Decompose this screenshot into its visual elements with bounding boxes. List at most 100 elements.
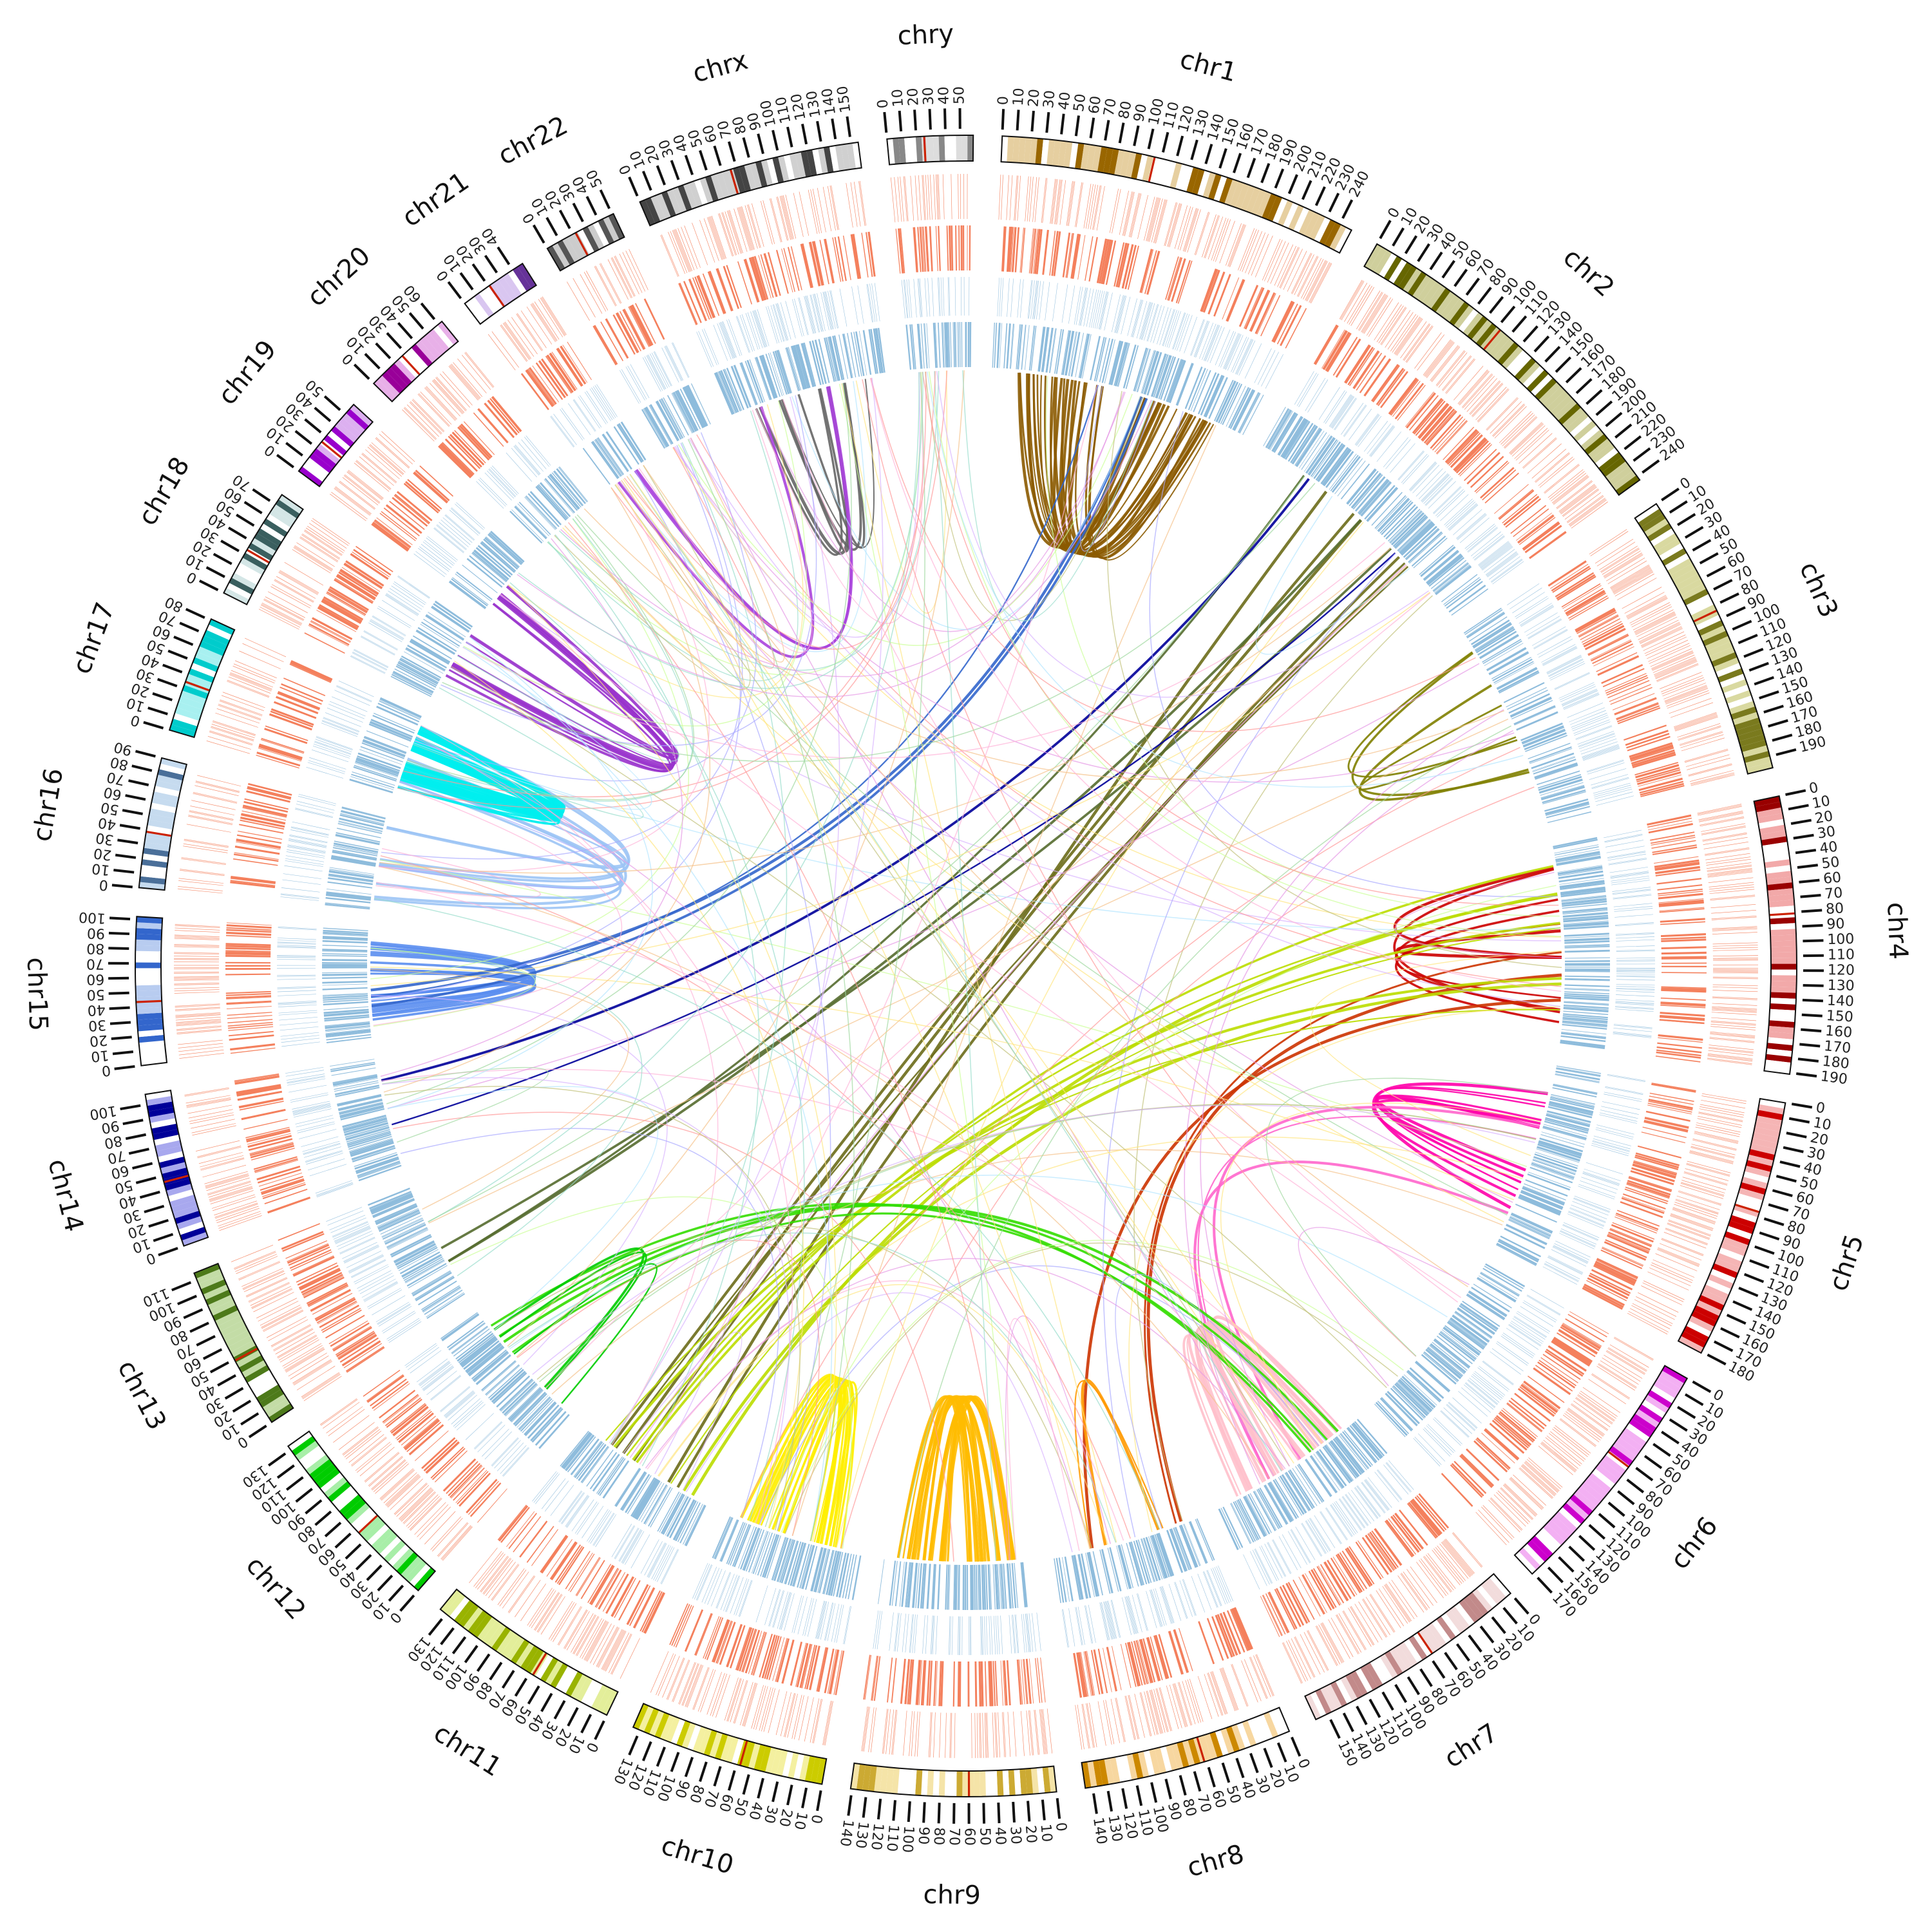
track-feature — [1635, 765, 1680, 779]
track-feature — [1363, 1598, 1388, 1637]
track-feature — [1556, 480, 1592, 509]
track-feature — [1079, 287, 1087, 326]
track-feature — [1701, 1093, 1747, 1102]
track-feature — [1537, 774, 1582, 789]
track-feature — [449, 580, 487, 609]
track-chr2 — [1313, 324, 1567, 560]
track-feature — [1546, 806, 1591, 819]
track-feature — [1151, 353, 1166, 397]
track-feature — [1498, 489, 1533, 519]
track-feature — [1494, 406, 1527, 439]
track-feature — [480, 542, 515, 573]
track-feature — [1560, 1032, 1606, 1039]
track-feature — [1010, 323, 1015, 369]
track-feature — [1286, 1640, 1306, 1682]
track-feature — [1617, 707, 1661, 724]
track-feature — [1097, 1649, 1108, 1694]
track-feature — [1224, 334, 1241, 370]
track-feature — [1381, 501, 1414, 535]
track-feature — [1641, 1285, 1682, 1305]
track-feature — [1212, 1567, 1228, 1604]
track-feature — [1403, 1571, 1430, 1609]
track-feature — [743, 1683, 757, 1727]
track-feature — [253, 1292, 294, 1312]
track-feature — [287, 1076, 325, 1084]
track-feature — [1622, 1193, 1666, 1210]
track-feature — [1563, 1004, 1609, 1009]
track-feature — [1534, 763, 1578, 779]
track-feature — [277, 965, 316, 966]
track-feature — [1631, 604, 1671, 625]
track-feature — [1331, 395, 1354, 428]
track-feature — [488, 533, 522, 565]
track-feature — [1552, 567, 1591, 593]
track-feature — [1638, 620, 1679, 640]
track-feature — [1168, 311, 1181, 348]
track-feature — [1481, 545, 1513, 570]
track-feature — [1655, 1056, 1701, 1063]
track-feature — [1197, 1676, 1213, 1719]
track-feature — [1344, 283, 1368, 322]
track-feature — [1027, 279, 1032, 319]
track-feature — [1556, 1068, 1601, 1077]
track-feature — [174, 991, 220, 994]
track-feature — [1709, 1045, 1754, 1050]
track-feature — [1616, 951, 1655, 952]
track-feature — [184, 1087, 229, 1095]
track-feature — [538, 1594, 563, 1633]
track-feature — [1233, 390, 1256, 431]
track-feature — [1350, 472, 1381, 508]
track-feature — [480, 1556, 509, 1593]
track-feature — [1549, 471, 1585, 500]
track-feature — [1028, 325, 1035, 371]
track-chr4 — [1604, 829, 1655, 1038]
track-feature — [305, 1151, 343, 1163]
track-feature — [1464, 375, 1495, 410]
track-feature — [207, 1180, 251, 1195]
track-feature — [1564, 945, 1610, 947]
track-feature — [1564, 943, 1610, 947]
track-feature — [1096, 185, 1105, 231]
track-feature — [1425, 478, 1454, 506]
track-feature — [1356, 1486, 1380, 1517]
track-feature — [1640, 782, 1684, 796]
track-feature — [188, 815, 233, 824]
track-feature — [1423, 408, 1455, 444]
track-feature — [1686, 1164, 1730, 1177]
track-feature — [299, 537, 338, 562]
track-feature — [1362, 1599, 1387, 1638]
track-feature — [448, 1463, 481, 1497]
track-feature — [1085, 1605, 1094, 1643]
track-feature — [413, 553, 445, 577]
track-feature — [279, 1021, 318, 1026]
track-feature — [1229, 388, 1251, 430]
track-feature — [322, 966, 368, 968]
track-feature — [1368, 1477, 1392, 1508]
track-feature — [1433, 1418, 1461, 1446]
track-feature — [1573, 719, 1610, 734]
track-feature — [1632, 1303, 1673, 1324]
track-feature — [1086, 289, 1094, 327]
track-feature — [1240, 229, 1257, 272]
track-feature — [1096, 290, 1105, 329]
track-feature — [1610, 871, 1649, 877]
track-feature — [1473, 623, 1512, 649]
track-feature — [1435, 420, 1468, 454]
track-feature — [1569, 498, 1606, 526]
track-feature — [344, 1429, 381, 1457]
track-feature — [1318, 1624, 1340, 1665]
track-feature — [1510, 423, 1544, 455]
track-feature — [1594, 1262, 1636, 1283]
track-feature — [358, 1273, 393, 1292]
track-feature — [1562, 903, 1607, 909]
track-feature — [1378, 369, 1406, 406]
track-feature — [1475, 462, 1510, 494]
track-feature — [1545, 1261, 1580, 1280]
track-feature — [216, 1208, 260, 1224]
track-feature — [1652, 846, 1698, 855]
track-feature — [1385, 1584, 1411, 1622]
track-chr1 — [1001, 226, 1307, 349]
track-feature — [1553, 840, 1598, 849]
track-feature — [191, 1119, 235, 1129]
track-feature — [1555, 851, 1600, 860]
